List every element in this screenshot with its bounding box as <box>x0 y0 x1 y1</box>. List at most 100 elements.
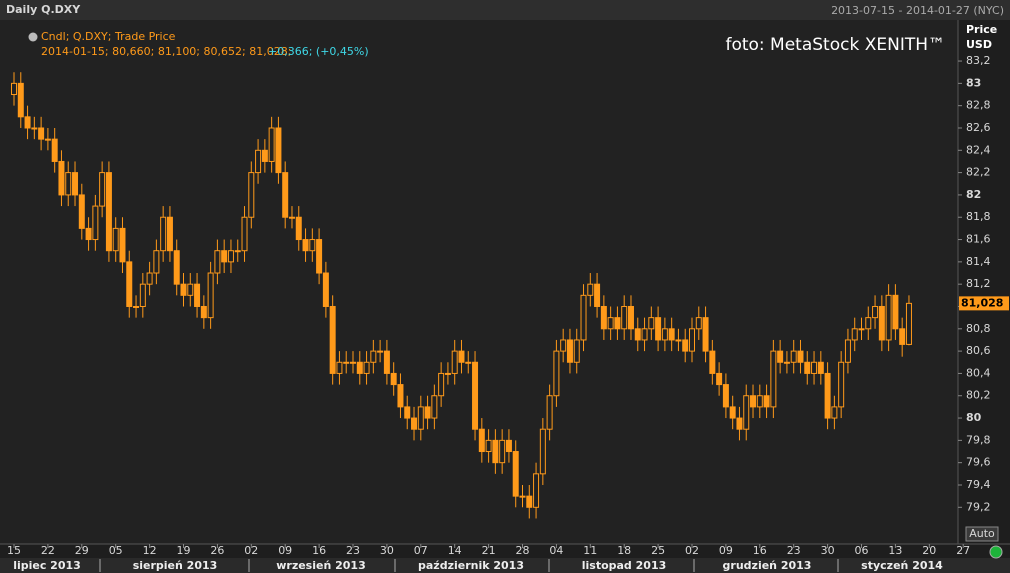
candle-body <box>770 350 777 408</box>
x-tick-label: 25 <box>651 544 665 557</box>
candle-body <box>200 305 207 319</box>
candle-body <box>573 339 580 363</box>
y-tick-label: 82,2 <box>966 166 991 179</box>
y-tick-label: 82,4 <box>966 143 991 156</box>
month-label: wrzesień 2013 <box>276 559 366 572</box>
x-tick-label: 30 <box>380 544 394 557</box>
candle-body <box>316 239 323 274</box>
candle-body <box>675 339 682 342</box>
candle-body <box>221 250 228 263</box>
candle-body <box>288 216 295 219</box>
x-tick-label: 16 <box>753 544 767 557</box>
candle-body <box>892 294 899 330</box>
candle-body <box>153 250 160 274</box>
candle-body <box>729 406 736 419</box>
candle-body <box>241 216 248 252</box>
candle-body <box>600 305 607 330</box>
candle-body <box>187 283 194 296</box>
y-tick-label: 82 <box>966 188 981 201</box>
x-tick-label: 15 <box>7 544 21 557</box>
candle-body <box>85 227 92 241</box>
candle-body <box>885 294 892 341</box>
y-tick-label: 79,2 <box>966 500 991 513</box>
candle-body <box>844 339 851 363</box>
candle-body <box>831 406 838 419</box>
candle-body <box>634 328 641 341</box>
candle-body <box>682 339 689 352</box>
candle-body <box>44 138 51 141</box>
candle-body <box>444 372 451 375</box>
y-tick-label: 83,2 <box>966 54 991 67</box>
candle-body <box>58 160 65 196</box>
candle-body <box>905 302 912 345</box>
month-label: styczeń 2014 <box>861 559 943 572</box>
candle-body <box>207 272 214 319</box>
candle-body <box>261 149 268 162</box>
candle-body <box>899 328 906 345</box>
x-tick-label: 14 <box>448 544 462 557</box>
candle-body <box>72 172 79 196</box>
candle-body <box>424 406 431 419</box>
x-tick-label: 07 <box>414 544 428 557</box>
y-axis-unit: USD <box>966 38 992 51</box>
candle-body <box>614 317 621 330</box>
candle-body <box>133 305 140 308</box>
y-tick-label: 82,6 <box>966 121 991 134</box>
candle-body <box>505 439 512 453</box>
x-tick-label: 02 <box>685 544 699 557</box>
candle-body <box>594 283 601 307</box>
candle-body <box>851 328 858 341</box>
candle-body <box>465 361 472 364</box>
candle-body <box>722 384 729 408</box>
x-tick-label: 12 <box>143 544 157 557</box>
x-tick-label: 23 <box>346 544 360 557</box>
auto-label[interactable]: Auto <box>969 527 995 540</box>
candle-body <box>295 216 302 241</box>
candle-body <box>173 250 180 285</box>
candle-body <box>268 127 275 162</box>
candle-body <box>777 350 784 363</box>
x-tick-label: 19 <box>177 544 191 557</box>
y-tick-label: 80,4 <box>966 366 991 379</box>
candle-body <box>817 361 824 374</box>
x-tick-label: 06 <box>855 544 869 557</box>
candle-body <box>119 227 126 263</box>
candle-body <box>105 172 112 252</box>
candle-body <box>580 294 587 341</box>
candle-body <box>485 439 492 453</box>
x-tick-label: 02 <box>244 544 258 557</box>
candle-body <box>716 372 723 386</box>
candle-body <box>17 82 24 118</box>
y-tick-label: 80,6 <box>966 344 991 357</box>
candle-body <box>526 495 533 508</box>
candle-body <box>322 272 329 307</box>
candle-body <box>227 250 234 263</box>
candle-body <box>499 439 506 464</box>
y-tick-label: 79,6 <box>966 456 991 469</box>
candle-body <box>811 361 818 374</box>
candle-body <box>309 239 316 252</box>
auto-button[interactable] <box>965 526 999 542</box>
candle-body <box>166 216 173 252</box>
x-tick-label: 28 <box>516 544 530 557</box>
x-tick-label: 23 <box>787 544 801 557</box>
candle-body <box>234 250 241 253</box>
candle-body <box>31 127 38 130</box>
x-tick-label: 22 <box>41 544 55 557</box>
x-tick-label: 30 <box>821 544 835 557</box>
info-change: +0,366; (+0,45%) <box>268 45 369 58</box>
x-tick-label: 09 <box>278 544 292 557</box>
candle-body <box>627 305 634 330</box>
candle-body <box>24 116 31 129</box>
candle-body <box>383 350 390 374</box>
y-tick-label: 80,8 <box>966 322 991 335</box>
candle-body <box>38 127 45 140</box>
y-tick-label: 83 <box>966 76 981 89</box>
candle-body <box>553 350 560 397</box>
candle-body <box>519 495 526 498</box>
x-tick-label: 29 <box>75 544 89 557</box>
x-tick-label: 26 <box>210 544 224 557</box>
candle-body <box>689 328 695 352</box>
candle-body <box>763 395 770 408</box>
